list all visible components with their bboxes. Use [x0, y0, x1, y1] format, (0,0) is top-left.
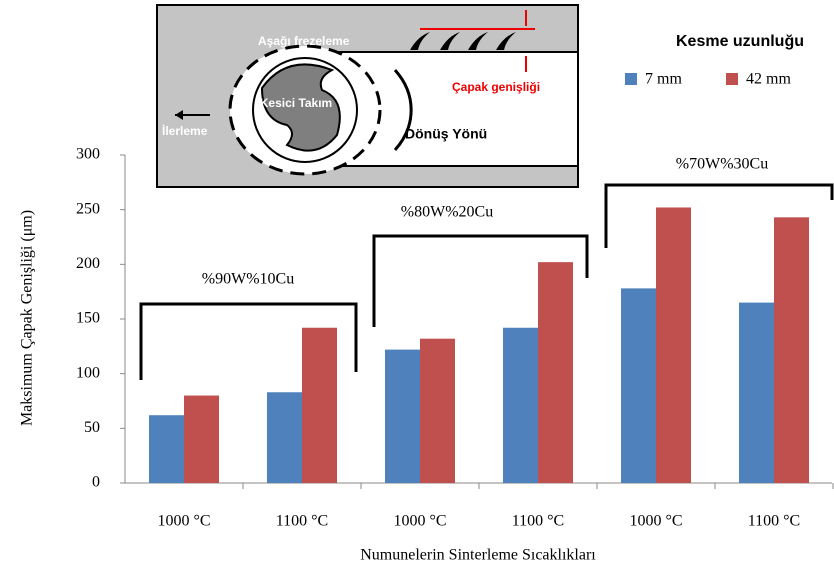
y-tick-label: 0	[92, 474, 100, 491]
y-axis-title: Maksimum Çapak Genişliği (μm)	[19, 210, 36, 426]
bar	[267, 392, 302, 483]
bar	[774, 217, 809, 483]
x-axis-title: Numunelerin Sinterleme Sıcaklıkları	[360, 547, 596, 564]
x-tick-label: 1100 °C	[512, 513, 564, 530]
bar	[184, 395, 219, 483]
inset-label: İlerleme	[162, 123, 208, 138]
y-tick-label: 150	[76, 310, 100, 327]
group-label: %70W%30Cu	[676, 156, 768, 173]
bar	[739, 302, 774, 483]
x-tick-label: 1100 °C	[748, 513, 800, 530]
x-tick-label: 1000 °C	[629, 513, 682, 530]
group-bracket	[604, 183, 834, 248]
inset-label: Çapak genişliği	[452, 80, 540, 94]
y-tick-label: 250	[76, 200, 100, 217]
x-tick-label: 1000 °C	[393, 513, 446, 530]
group-label: %80W%20Cu	[401, 204, 493, 221]
y-tick-label: 200	[76, 255, 100, 272]
legend-swatch	[726, 73, 738, 85]
inset-label: Aşağı frezeleme	[258, 34, 350, 48]
legend-label: 7 mm	[645, 71, 682, 88]
bar	[621, 288, 656, 483]
group-bracket	[139, 302, 358, 380]
legend-swatch	[625, 73, 637, 85]
bar	[420, 338, 455, 483]
bar	[302, 327, 337, 483]
bar	[385, 349, 420, 483]
x-tick-label: 1100 °C	[276, 513, 328, 530]
group-label: %90W%10Cu	[202, 271, 294, 288]
y-tick-label: 100	[76, 364, 100, 381]
legend-label: 42 mm	[746, 71, 791, 88]
x-tick-label: 1000 °C	[157, 513, 210, 530]
group-bracket	[372, 234, 589, 327]
legend-title: Kesme uzunluğu	[676, 33, 804, 50]
inset-label: Dönüş Yönü	[405, 126, 487, 142]
y-tick-label: 50	[84, 419, 100, 436]
bar	[656, 207, 691, 484]
y-tick-label: 300	[76, 146, 100, 163]
inset-diagram: Aşağı frezeleme Çapak genişliği İlerleme…	[156, 4, 579, 188]
bar	[538, 262, 573, 483]
bar	[503, 327, 538, 483]
bar	[149, 415, 184, 483]
inset-label: Kesici Takım	[260, 96, 332, 110]
